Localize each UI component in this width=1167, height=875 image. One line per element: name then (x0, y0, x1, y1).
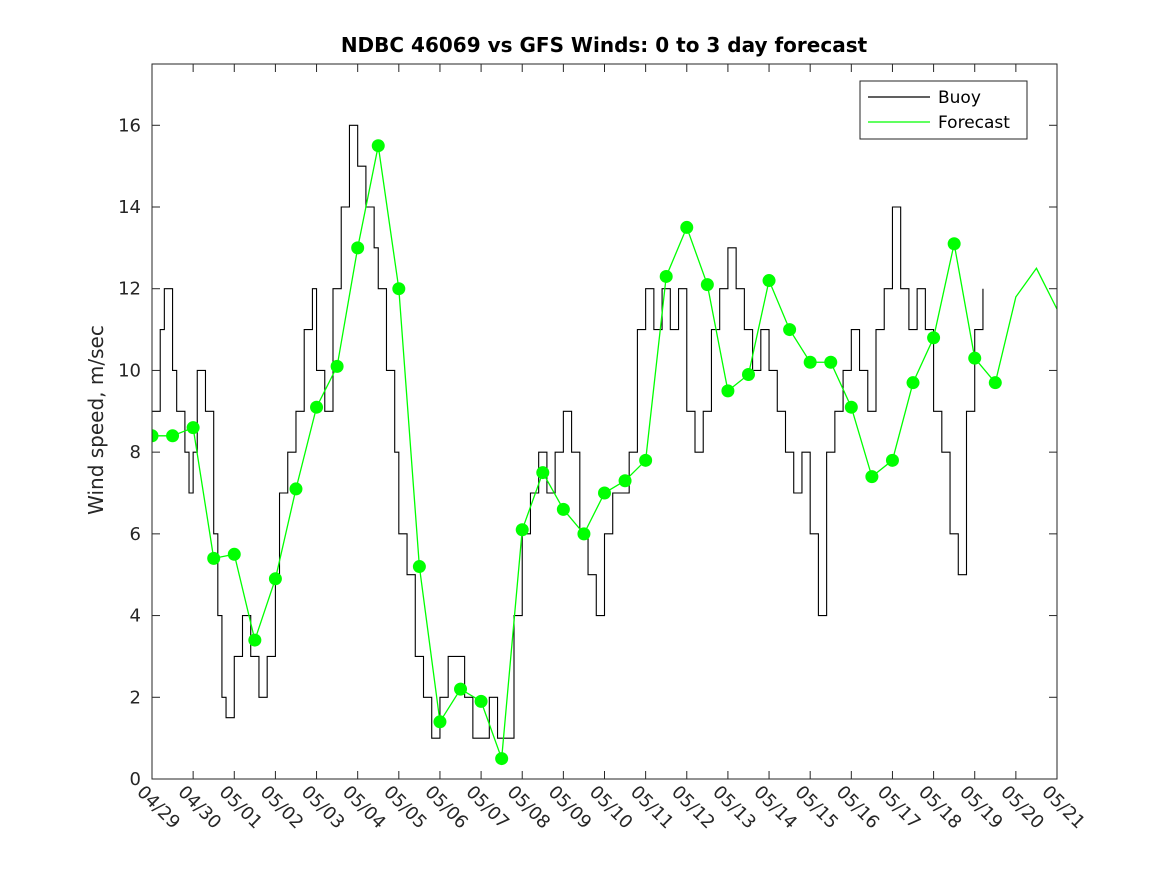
series-group (152, 124, 1057, 766)
forecast-point (968, 351, 982, 365)
legend-box (859, 80, 1028, 140)
forecast-point (186, 421, 200, 435)
forecast-point (207, 551, 221, 565)
forecast-point (721, 384, 735, 398)
forecast-point (371, 139, 385, 153)
y-tick-label: 8 (130, 442, 141, 463)
forecast-point (515, 523, 529, 537)
forecast-point (351, 241, 365, 255)
forecast-point (412, 560, 426, 574)
y-tick-label: 2 (130, 687, 141, 708)
chart-title: NDBC 46069 vs GFS Winds: 0 to 3 day fore… (341, 33, 868, 57)
legend-buoy-label: Buoy (938, 88, 981, 108)
forecast-point (474, 694, 488, 708)
y-axis-label: Wind speed, m/sec (84, 325, 108, 515)
forecast-point (454, 682, 468, 696)
forecast-point (166, 429, 180, 443)
forecast-point (865, 470, 879, 484)
forecast-point (577, 527, 591, 541)
y-tick-label: 0 (130, 769, 141, 790)
forecast-point (556, 502, 570, 516)
forecast-point (310, 400, 324, 414)
forecast-point (783, 323, 797, 337)
legend: Buoy Forecast (859, 80, 1028, 140)
y-tick-label: 14 (118, 197, 141, 218)
forecast-point (268, 572, 282, 586)
forecast-point (227, 547, 241, 561)
forecast-point (598, 486, 611, 500)
forecast-point (947, 237, 961, 251)
forecast-point (824, 355, 838, 369)
forecast-point (392, 282, 406, 296)
forecast-point (741, 368, 755, 382)
forecast-point (906, 376, 920, 390)
forecast-point (885, 453, 899, 467)
forecast-point (844, 400, 858, 414)
y-tick-label: 12 (118, 279, 141, 300)
forecast-point (927, 331, 941, 345)
forecast-point (330, 359, 344, 373)
forecast-point (495, 752, 509, 766)
forecast-point (639, 453, 653, 467)
forecast-point (762, 274, 776, 288)
legend-forecast-label: Forecast (938, 113, 1010, 133)
forecast-point (988, 376, 1002, 390)
forecast-point (248, 633, 262, 647)
y-tick-label: 4 (130, 606, 141, 627)
plot-area (152, 124, 1057, 766)
y-tick-label: 6 (130, 524, 141, 545)
forecast-point (289, 482, 303, 496)
forecast-point (433, 715, 447, 729)
forecast-point (152, 429, 159, 443)
forecast-point (700, 278, 714, 292)
forecast-point (659, 269, 673, 283)
y-tick-label: 16 (118, 115, 141, 136)
forecast-point (680, 220, 694, 234)
forecast-point (618, 474, 632, 488)
forecast-point (803, 355, 817, 369)
forecast-point (536, 466, 550, 480)
y-tick-label: 10 (118, 360, 141, 381)
